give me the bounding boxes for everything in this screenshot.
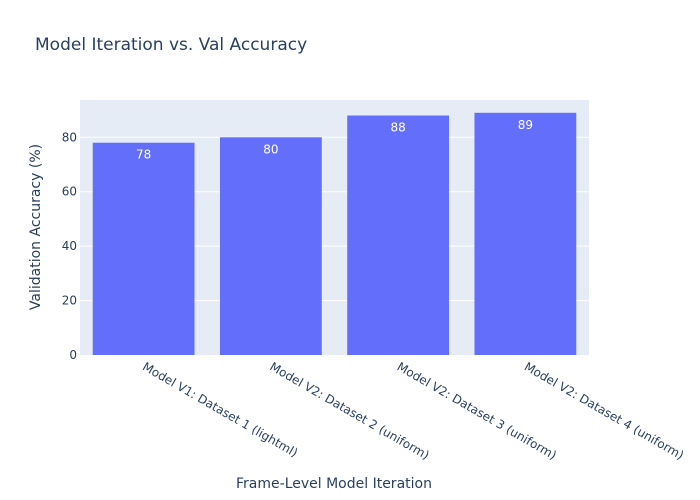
y-axis-ticks: 0 20 40 60 80 bbox=[62, 130, 77, 362]
bar-value-label: 89 bbox=[518, 118, 533, 132]
bar-value-label: 80 bbox=[263, 142, 278, 156]
y-tick-label: 80 bbox=[62, 130, 77, 144]
chart-title: Model Iteration vs. Val Accuracy bbox=[35, 35, 307, 55]
bars: 78 80 88 89 bbox=[92, 112, 577, 356]
y-axis-title: Validation Accuracy (%) bbox=[28, 144, 44, 310]
bar bbox=[219, 137, 322, 355]
y-tick-label: 40 bbox=[62, 239, 77, 253]
y-tick-label: 20 bbox=[62, 294, 77, 308]
x-axis-title: Frame-Level Model Iteration bbox=[236, 476, 432, 492]
bar-value-label: 78 bbox=[136, 148, 151, 162]
bar bbox=[474, 112, 577, 355]
bar bbox=[92, 142, 195, 355]
y-tick-label: 60 bbox=[62, 185, 77, 199]
bar bbox=[347, 115, 450, 356]
x-axis-ticks: Model V1: Dataset 1 (lightml)Model V2: D… bbox=[140, 359, 686, 462]
y-tick-label: 0 bbox=[69, 348, 77, 362]
bar-value-label: 88 bbox=[390, 121, 405, 135]
